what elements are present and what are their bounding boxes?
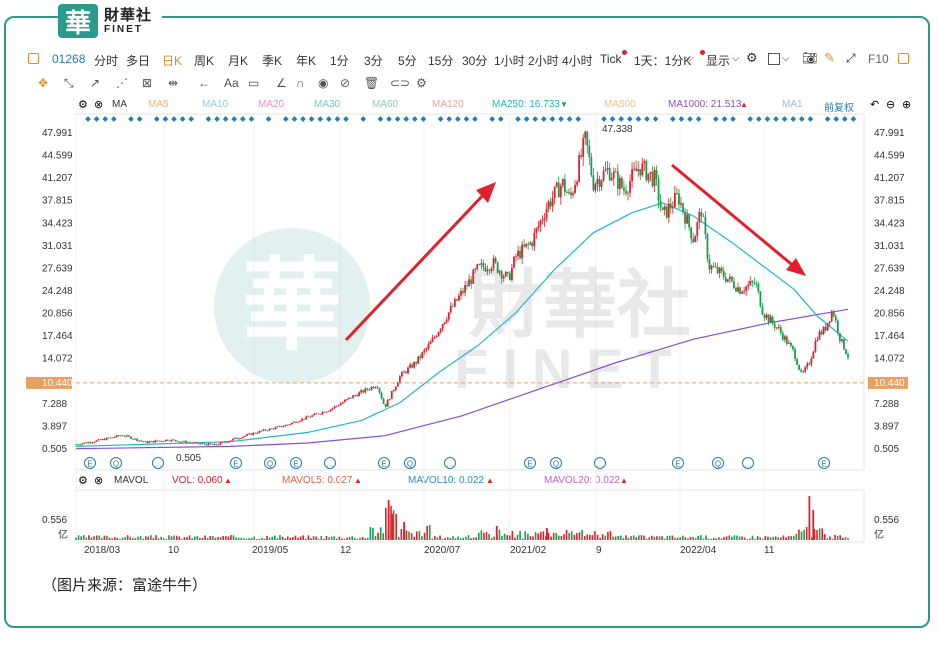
logo-name-en: FINET — [104, 23, 143, 35]
logo-text: 財華社 FINET — [104, 8, 152, 35]
period-3min[interactable]: 3分 — [364, 54, 383, 68]
camera-icon[interactable]: 📷︎ — [802, 51, 818, 65]
mavol5-arrow: ▲ — [354, 476, 362, 485]
chevron-down-icon[interactable]: ⌵ — [732, 53, 740, 64]
mavol10-value: MAVOL10: 0.022 — [408, 475, 484, 486]
ma-item-8[interactable]: MA1000: 21.513 — [668, 99, 742, 110]
text-tool-icon[interactable]: Aa — [224, 76, 239, 90]
period-multiday[interactable]: 多日 — [126, 54, 151, 68]
ma-legend: ⚙ ⊗ MA MA5 MA10 MA20 MA30 MA60 MA120 MA2… — [72, 98, 912, 114]
ma-item-8-arrow: ▲ — [740, 100, 748, 109]
settings-icon[interactable]: ⚙ — [416, 76, 427, 90]
mavol5-value: MAVOL5: 0.027 — [282, 475, 353, 486]
ma-item-6[interactable]: MA250: 16.733 — [492, 99, 560, 110]
mavol-label: MAVOL — [114, 475, 149, 486]
ruler-icon[interactable]: ∠ — [276, 76, 287, 90]
measure-tool-icon[interactable]: ⇹ — [168, 76, 179, 90]
trash-icon[interactable]: 🗑︎ — [364, 76, 380, 90]
arc-tool-icon[interactable]: ∩ — [296, 76, 305, 90]
vol-arrow: ▲ — [224, 476, 232, 485]
line-tool-icon[interactable]: ↗ — [90, 76, 101, 90]
undo-icon[interactable]: ↶ — [870, 99, 880, 111]
ma-item-9[interactable]: MA1 — [782, 99, 803, 110]
finet-logo: 華 財華社 FINET — [58, 4, 162, 39]
zoom-in-icon[interactable]: ⊕ — [902, 99, 912, 111]
period-monthly-k[interactable]: 月K — [228, 54, 249, 68]
ma-item-5[interactable]: MA120 — [432, 99, 464, 110]
arrow-tool-icon[interactable]: ← — [198, 76, 210, 90]
mavol10-arrow: ▲ — [486, 476, 494, 485]
ma-item-4[interactable]: MA60 — [372, 99, 399, 110]
period-5min[interactable]: 5分 — [398, 54, 417, 68]
period-fenshi[interactable]: 分时 — [94, 54, 119, 68]
period-yearly-k[interactable]: 年K — [296, 54, 317, 68]
logo-name-cn: 財華社 — [104, 6, 153, 24]
close-icon[interactable]: ⊗ — [94, 475, 104, 487]
mavol20-value: MAVOL20: 0.022 — [544, 475, 620, 486]
stock-code: 01268 — [52, 52, 86, 66]
period-notice-dot — [700, 50, 705, 55]
ma-item-0[interactable]: MA5 — [148, 99, 169, 110]
fullscreen-icon[interactable]: ⤢ — [846, 51, 856, 65]
eye-icon[interactable]: ◉ — [318, 76, 329, 90]
drawing-toolbar: ✥ ⤡ ↗ ⋰ ⊠ ⇹ ← Aa ▭ ∠ ∩ ◉ ⊘ 🗑︎ ⊂⊃ ⚙ — [24, 74, 454, 94]
period-toolbar: 01268 分时 多日 日K 周K 月K 季K 年K 1分 3分 5分 15分 … — [24, 50, 914, 70]
ma-item-7[interactable]: MA500 — [604, 99, 636, 110]
period-30min[interactable]: 30分 — [462, 54, 488, 68]
panel-toggle-icon[interactable] — [898, 53, 909, 64]
period-tick[interactable]: Tick — [600, 52, 622, 66]
chevron-down-icon[interactable]: ⌵ — [686, 53, 694, 64]
chart-tool-icon[interactable]: ⊠ — [142, 76, 153, 90]
chevron-down-icon[interactable]: ⌵ — [782, 53, 790, 64]
pencil-icon[interactable]: ✎ — [824, 50, 835, 65]
gear-icon[interactable]: ⚙ — [78, 99, 88, 111]
link-icon[interactable]: ⊂⊃ — [390, 76, 411, 90]
period-1hour[interactable]: 1小时 — [494, 54, 525, 68]
vol-value: VOL: 0.060 — [172, 475, 223, 486]
hide-icon[interactable]: ⊘ — [340, 76, 351, 90]
period-weekly-k[interactable]: 周K — [194, 54, 215, 68]
logo-mark: 華 — [58, 4, 98, 39]
move-icon[interactable]: ✥ — [38, 76, 49, 90]
period-daily-k[interactable]: 日K — [162, 54, 183, 68]
gear-icon[interactable]: ⚙ — [78, 475, 88, 487]
channel-tool-icon[interactable]: ⋰ — [116, 76, 128, 90]
checkbox-icon[interactable] — [768, 53, 780, 65]
mavol20-arrow: ▲ — [620, 476, 628, 485]
f10-button[interactable]: F10 — [868, 52, 889, 66]
sidebar-toggle-icon[interactable] — [28, 53, 39, 64]
period-2hour[interactable]: 2小时 — [528, 54, 559, 68]
close-icon[interactable]: ⊗ — [94, 99, 104, 111]
zoom-out-icon[interactable]: ⊖ — [886, 99, 896, 111]
adjust-mode[interactable]: 前复权 — [824, 103, 854, 114]
period-1day-1min[interactable]: 1天：1分K — [634, 54, 692, 68]
ma-item-3[interactable]: MA30 — [314, 99, 341, 110]
period-4hour[interactable]: 4小时 — [562, 54, 593, 68]
comment-icon[interactable]: ▭ — [248, 76, 260, 90]
ma-item-2[interactable]: MA20 — [258, 99, 285, 110]
gear-icon[interactable]: ⚙ — [746, 50, 758, 65]
crosshair-icon[interactable]: ⤡ — [64, 76, 74, 90]
image-source-caption: （图片来源：富途牛牛） — [42, 577, 208, 594]
period-15min[interactable]: 15分 — [428, 54, 454, 68]
volume-legend: ⚙ ⊗ MAVOL VOL: 0.060 ▲ MAVOL5: 0.027 ▲ M… — [72, 474, 772, 490]
period-quarterly-k[interactable]: 季K — [262, 54, 283, 68]
display-menu[interactable]: 显示 — [706, 54, 731, 68]
period-1min[interactable]: 1分 — [330, 54, 349, 68]
tick-notice-dot — [622, 50, 627, 55]
ma-item-1[interactable]: MA10 — [202, 99, 229, 110]
ma-label: MA — [112, 99, 127, 110]
ma-item-6-arrow: ▼ — [560, 100, 568, 109]
